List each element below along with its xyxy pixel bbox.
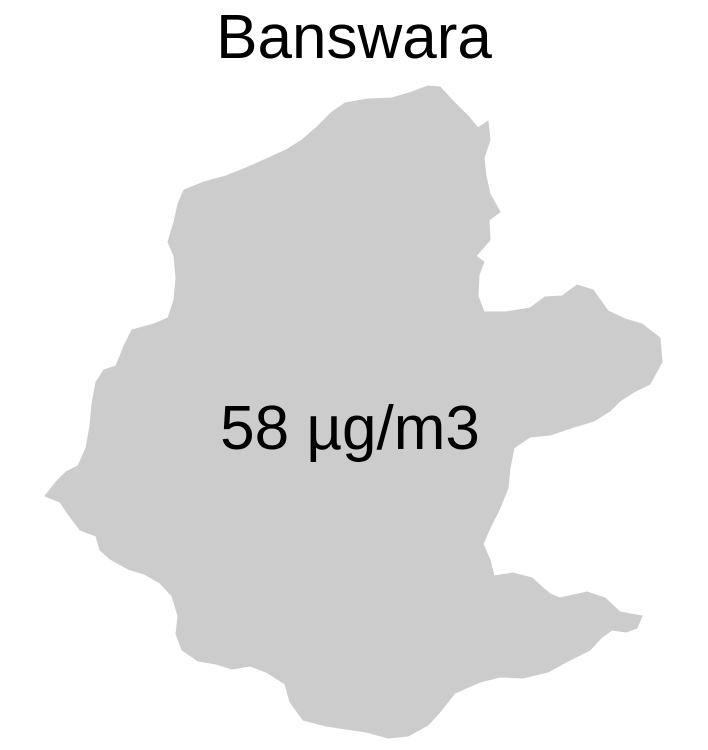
district-value-label: 58 µg/m3 (0, 393, 708, 465)
district-region (44, 85, 663, 739)
value-text: 58 µg/m3 (220, 394, 480, 463)
map-title: Banswara (216, 3, 492, 72)
